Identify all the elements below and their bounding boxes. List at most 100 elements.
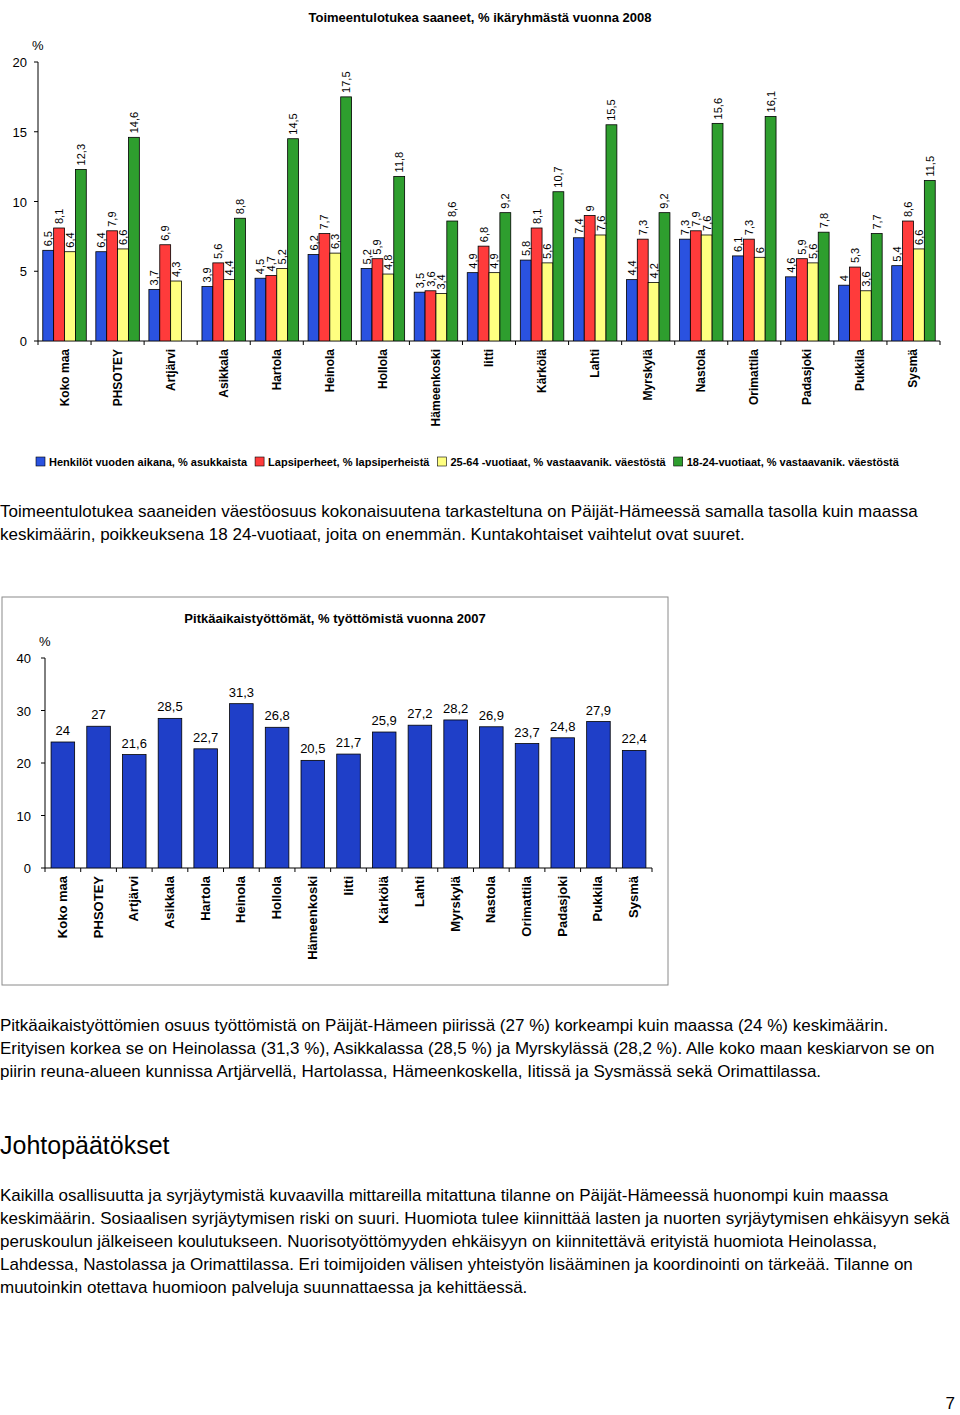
x-tick <box>515 341 516 345</box>
data-label: 21,6 <box>122 736 147 751</box>
bar <box>489 273 500 341</box>
x-tick <box>462 341 463 345</box>
bar <box>118 249 129 341</box>
y-axis-label: % <box>39 634 51 649</box>
x-tick <box>80 868 81 872</box>
x-tick <box>568 341 569 345</box>
data-label: 6 <box>754 247 766 253</box>
page: {"chart_data": [ {"type": "bar", "title"… <box>0 0 960 1415</box>
bar <box>277 268 288 341</box>
x-tick <box>294 868 295 872</box>
x-tick <box>303 341 304 345</box>
legend-label: 18-24-vuotiaat, % vastaavanik. väestöstä <box>687 456 900 468</box>
legend-label: 25-64 -vuotiaat, % vastaavanik. väestöst… <box>450 456 666 468</box>
bar <box>171 281 182 341</box>
bar <box>75 169 86 341</box>
x-tick <box>652 868 653 872</box>
x-tick <box>330 868 331 872</box>
chart: Pitkäaikaistyöttömät, % työttömistä vuon… <box>2 597 668 985</box>
x-tick-label: Koko maa <box>58 349 72 407</box>
data-label: 8,8 <box>234 199 246 214</box>
bar <box>679 239 690 341</box>
data-label: 15,6 <box>712 98 724 119</box>
y-tick-label: 40 <box>17 651 31 666</box>
bar <box>308 255 319 341</box>
bars <box>43 97 935 341</box>
bar <box>542 263 553 341</box>
x-tick <box>356 341 357 345</box>
bar <box>551 738 575 868</box>
bar <box>255 278 266 341</box>
bar <box>892 266 903 341</box>
x-tick <box>780 341 781 345</box>
bar <box>754 257 765 341</box>
data-label: 27,9 <box>586 703 611 718</box>
data-label: 22,4 <box>621 731 646 746</box>
x-tick <box>223 868 224 872</box>
legend-swatch <box>674 457 683 466</box>
bar <box>414 292 425 341</box>
bars <box>51 704 646 868</box>
x-tick-label: Hollola <box>269 875 284 919</box>
data-label: 5,2 <box>276 249 288 264</box>
x-tick <box>116 868 117 872</box>
x-tick-label: Asikkala <box>217 349 231 398</box>
data-label: 9,2 <box>499 193 511 208</box>
data-label: 26,8 <box>264 708 289 723</box>
data-label: 6,8 <box>478 227 490 242</box>
data-label: 16,1 <box>765 91 777 112</box>
x-tick-label: Kärkölä <box>376 875 391 923</box>
data-label: 7,8 <box>818 213 830 228</box>
bar <box>213 263 224 341</box>
data-label: 5,6 <box>807 244 819 259</box>
bar <box>383 274 394 341</box>
data-label: 20,5 <box>300 741 325 756</box>
bar <box>733 256 744 341</box>
bar <box>319 234 330 341</box>
bar <box>515 744 539 868</box>
x-tick-label: Padasjoki <box>800 349 814 405</box>
data-label: 9,2 <box>658 193 670 208</box>
x-tick <box>940 341 941 345</box>
bar <box>444 720 468 868</box>
bar <box>648 282 659 341</box>
data-label: 25,9 <box>372 713 397 728</box>
x-tick-label: Lahti <box>412 876 427 907</box>
bar <box>288 139 299 341</box>
bar <box>235 218 246 341</box>
bar <box>850 267 861 341</box>
x-tick <box>366 868 367 872</box>
bar <box>467 273 478 341</box>
y-tick-label: 20 <box>17 756 31 771</box>
data-label: 7,4 <box>573 218 585 233</box>
data-label: 17,5 <box>340 71 352 92</box>
bar <box>659 213 670 341</box>
x-tick-label: Myrskylä <box>448 875 463 931</box>
x-tick-label: Orimattila <box>519 875 534 936</box>
bar <box>87 726 111 868</box>
data-label: 15,5 <box>605 99 617 120</box>
page-number: 7 <box>0 1392 955 1415</box>
x-tick-label: Padasjoki <box>555 876 570 937</box>
y-tick <box>34 62 38 63</box>
bar <box>606 125 617 341</box>
data-label: 6,2 <box>308 235 320 250</box>
data-label: 4,2 <box>648 263 660 278</box>
data-label: 11,8 <box>393 152 405 173</box>
x-tick-label: Hartola <box>198 875 213 921</box>
x-tick <box>144 341 145 345</box>
x-tick <box>674 341 675 345</box>
data-label: 24 <box>56 723 70 738</box>
bar <box>266 275 277 341</box>
bar <box>230 704 254 868</box>
data-label: 5,6 <box>212 244 224 259</box>
bar <box>743 239 754 341</box>
bar <box>224 280 235 341</box>
data-label: 3,9 <box>201 267 213 282</box>
bar <box>622 750 646 868</box>
x-tick-label: Orimattila <box>747 349 761 405</box>
data-label: 4,9 <box>488 253 500 268</box>
bar <box>626 280 637 341</box>
data-label: 10,7 <box>552 166 564 187</box>
x-tick <box>91 341 92 345</box>
